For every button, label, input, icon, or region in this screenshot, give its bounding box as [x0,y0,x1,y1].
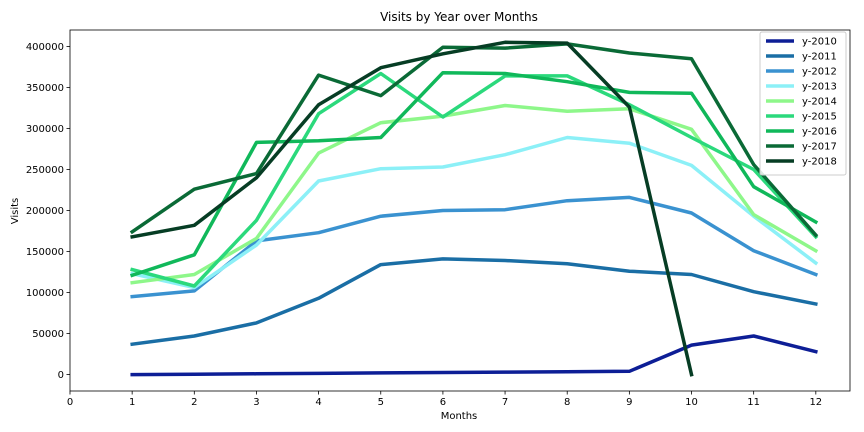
series-line-y-2013 [130,135,819,290]
series-line-y-2018 [130,40,694,377]
x-tick-label: 5 [378,397,384,408]
x-tick-label: 10 [685,397,698,408]
y-tick-label: 300000 [26,124,64,135]
series-line-y-2011 [130,257,818,347]
legend-label: y-2011 [802,52,837,63]
legend-label: y-2018 [802,157,837,168]
y-tick-label: 200000 [26,206,64,217]
legend-item: y-2011 [766,52,837,63]
x-tick-label: 1 [129,397,135,408]
y-tick-label: 0 [58,370,64,381]
y-axis-label: Visits [10,198,21,225]
x-tick-label: 12 [809,397,822,408]
series-line-y-2016 [129,70,819,278]
series-line-y-2010 [130,334,818,377]
legend-label: y-2017 [802,142,837,153]
legend-label: y-2010 [802,37,837,48]
legend-item: y-2017 [766,142,837,153]
x-tick-label: 2 [191,397,197,408]
x-tick-label: 6 [440,397,446,408]
legend-box [759,31,847,176]
legend-label: y-2012 [802,67,837,78]
legend-label: y-2016 [802,127,837,138]
y-tick-label: 250000 [26,165,64,176]
legend-label: y-2015 [802,112,837,123]
legend-item: y-2013 [766,82,837,93]
series-line-y-2012 [130,195,819,299]
y-tick-label: 50000 [32,329,64,340]
legend-label: y-2014 [802,97,837,108]
x-tick-label: 0 [67,397,73,408]
x-axis-label: Months [441,411,478,422]
y-tick-label: 100000 [26,288,64,299]
chart-title: Visits by Year over Months [380,10,538,24]
plot-area [69,29,851,392]
legend-item: y-2018 [766,157,837,168]
x-tick-label: 3 [253,397,259,408]
series-line-y-2015 [130,71,819,288]
legend: y-2010 y-2011 y-2012 y-2013 y-2014 y-2015 y-20… [759,31,847,176]
y-axis: 0 50000 100000 150000 200000 250000 300000 3500… [26,42,70,381]
x-tick-label: 9 [626,397,632,408]
y-tick-label: 400000 [26,42,64,53]
legend-label: y-2013 [802,82,837,93]
legend-item: y-2010 [766,37,837,48]
legend-item: y-2012 [766,67,837,78]
legend-item: y-2014 [766,97,837,108]
x-axis: 0 1 2 3 4 5 6 7 8 9 10 11 12 [67,391,822,408]
legend-item: y-2016 [766,127,837,138]
x-tick-label: 8 [564,397,570,408]
x-tick-label: 7 [502,397,508,408]
legend-item: y-2015 [766,112,837,123]
x-tick-label: 11 [747,397,760,408]
y-tick-label: 350000 [26,83,64,94]
x-tick-label: 4 [315,397,321,408]
y-tick-label: 150000 [26,247,64,258]
